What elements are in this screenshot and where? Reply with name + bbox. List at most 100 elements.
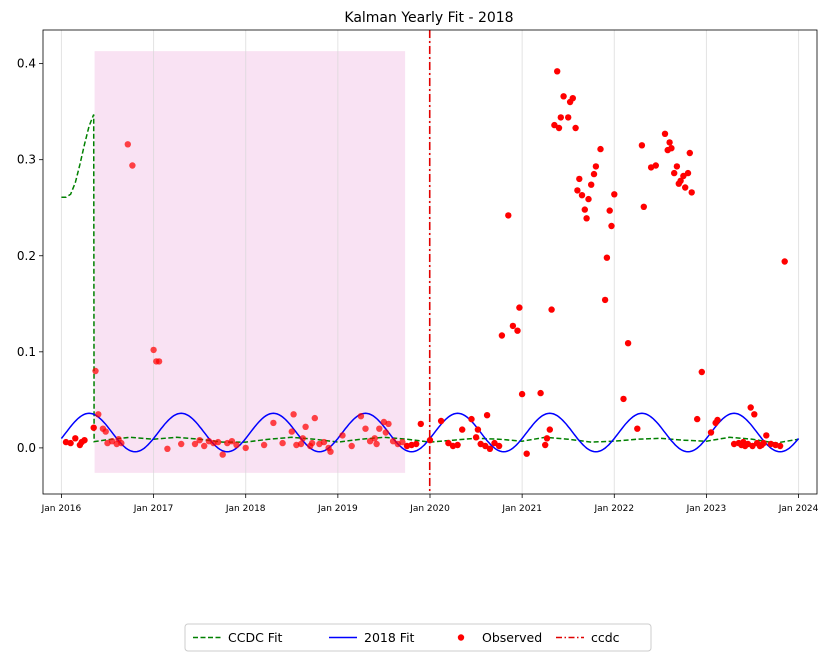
observed-point (509, 322, 517, 330)
observed-point (588, 181, 595, 188)
observed-point (366, 438, 374, 445)
x-tick-label: Jan 2018 (225, 504, 266, 514)
observed-point (611, 191, 618, 198)
observed-point (297, 440, 305, 448)
observed-point (150, 346, 157, 354)
observed-point (270, 419, 277, 427)
observed-point (543, 435, 551, 442)
observed-point (565, 114, 572, 121)
observed-point (373, 440, 380, 448)
y-tick-label: 0.2 (17, 249, 36, 263)
observed-point (698, 368, 705, 376)
observed-point (219, 451, 226, 458)
observed-point (585, 195, 592, 203)
observed-point (760, 439, 767, 447)
observed-point (668, 145, 675, 152)
observed-point (445, 439, 452, 447)
observed-point (201, 442, 208, 450)
observed-point (191, 440, 199, 448)
observed-point (178, 440, 185, 448)
observed-point (228, 438, 236, 445)
observed-point (491, 439, 498, 447)
observed-point (714, 416, 721, 424)
observed-point (680, 172, 687, 180)
observed-point (474, 426, 482, 433)
observed-point (638, 142, 646, 149)
y-tick-label: 0.3 (17, 153, 36, 167)
observed-point (118, 439, 125, 447)
observed-point (560, 93, 567, 100)
observed-point (472, 434, 480, 441)
observed-point (260, 441, 268, 449)
observed-point (357, 413, 365, 420)
observed-point (505, 212, 512, 219)
observed-point (437, 417, 445, 425)
observed-point (747, 404, 754, 411)
x-tick-label: Jan 2022 (593, 504, 634, 514)
observed-point (164, 445, 171, 452)
observed-point (581, 206, 588, 213)
observed-point (288, 428, 295, 435)
observed-point (468, 415, 475, 423)
observed-point (399, 438, 406, 446)
observed-point (601, 296, 609, 304)
y-tick-label: 0.4 (17, 57, 36, 71)
observed-point (124, 141, 131, 148)
observed-point (666, 139, 673, 146)
y-tick-label: 0.0 (17, 441, 36, 455)
observed-point (749, 442, 756, 450)
observed-point (682, 184, 689, 191)
observed-point (155, 358, 163, 365)
legend: CCDC Fit 2018 Fit Observed ccdc (184, 623, 652, 652)
observed-points (62, 68, 788, 458)
observed-point (694, 415, 701, 423)
observed-point (339, 432, 346, 439)
observed-point (776, 442, 784, 450)
observed-point (454, 441, 461, 449)
legend-label: 2018 Fit (364, 630, 415, 645)
observed-point (290, 411, 297, 418)
x-tick-label: Jan 2016 (41, 504, 82, 514)
observed-point (495, 442, 503, 450)
observed-point (486, 445, 494, 452)
observed-point (67, 439, 74, 447)
legend-marker-observed (457, 634, 465, 641)
observed-point (576, 175, 583, 183)
observed-point (608, 222, 615, 230)
observed-point (707, 429, 715, 436)
x-tick-label: Jan 2017 (133, 504, 174, 514)
observed-point (686, 149, 693, 157)
x-tick-label: Jan 2023 (686, 504, 727, 514)
observed-point (311, 414, 318, 422)
observed-point (673, 163, 681, 170)
observed-point (574, 187, 581, 194)
observed-point (572, 124, 579, 132)
legend-label: Observed (482, 630, 542, 645)
observed-point (413, 440, 420, 448)
x-tick-label: Jan 2019 (317, 504, 358, 514)
plot-area (42, 29, 818, 495)
observed-point (299, 435, 306, 442)
observed-point (557, 114, 564, 121)
observed-point (554, 68, 561, 75)
observed-point (214, 438, 222, 446)
observed-point (640, 203, 647, 210)
observed-point (590, 170, 598, 178)
observed-point (620, 395, 627, 403)
observed-point (327, 448, 334, 455)
observed-point (781, 258, 788, 265)
observed-point (72, 435, 79, 442)
observed-point (597, 145, 604, 153)
observed-point (371, 435, 378, 442)
shaded-region (94, 51, 406, 473)
observed-point (671, 169, 678, 177)
observed-point (763, 432, 770, 439)
observed-point (108, 438, 116, 445)
observed-point (348, 442, 355, 450)
observed-point (688, 189, 695, 196)
observed-point (518, 390, 526, 398)
y-tick-label: 0.1 (17, 345, 36, 359)
observed-point (751, 411, 758, 418)
y-axis: 0.0 0.1 0.2 0.3 0.4 (17, 57, 43, 455)
x-tick-label: Jan 2020 (409, 504, 450, 514)
